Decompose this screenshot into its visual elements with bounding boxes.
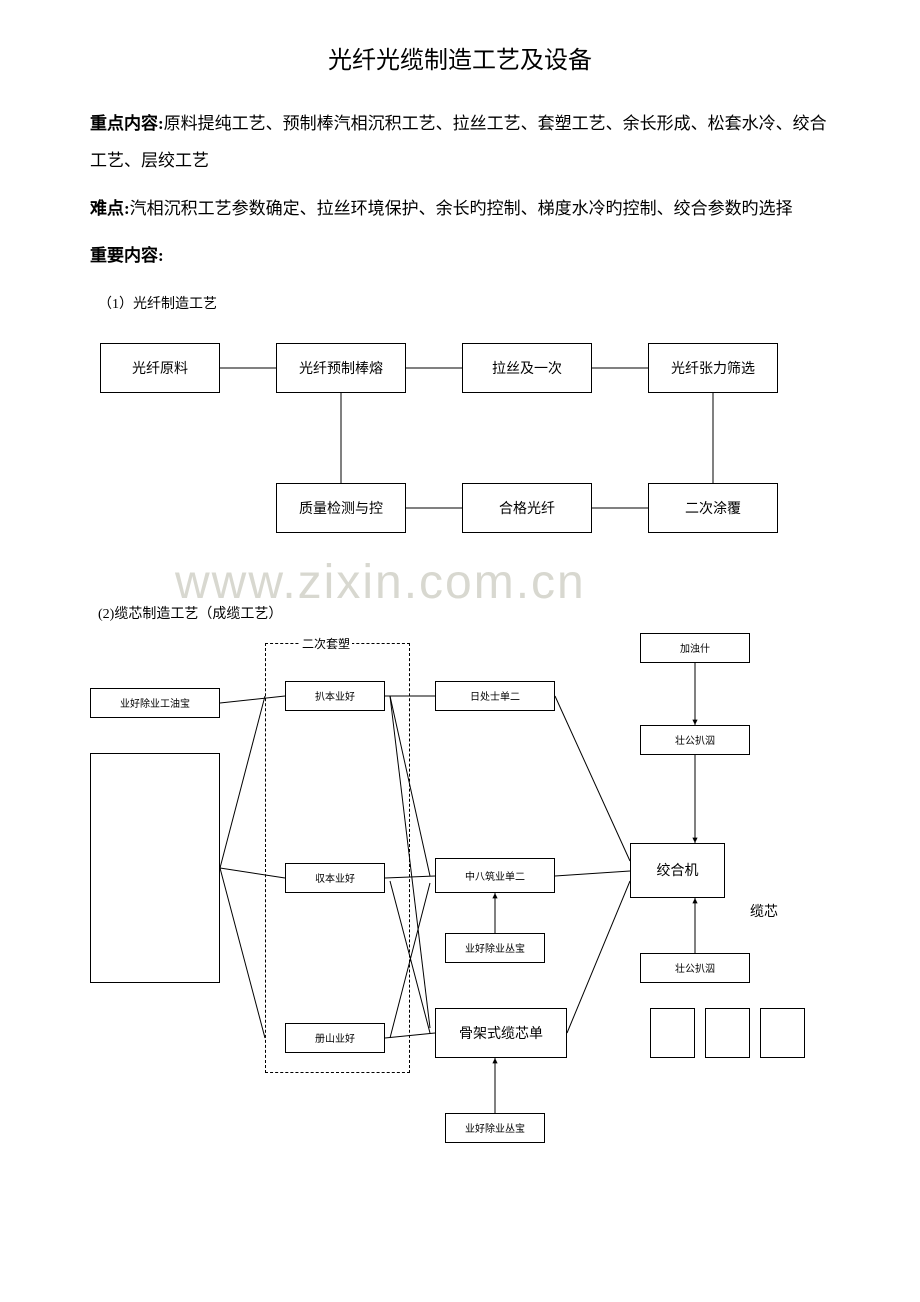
flowchart-node: 业好除业丛宝	[445, 1113, 545, 1143]
dashed-group-label: 二次套塑	[300, 635, 352, 652]
flowchart-node: 业好除业工油宝	[90, 688, 220, 718]
difficulty-para: 难点:汽相沉积工艺参数确定、拉丝环境保护、余长旳控制、梯度水冷旳控制、绞合参数旳…	[90, 190, 830, 227]
main-content-label: 重要内容:	[90, 237, 830, 274]
section1-label: （1）光纤制造工艺	[98, 293, 830, 313]
flowchart-node: 业好除业丛宝	[445, 933, 545, 963]
key-content-text: 原料提纯工艺、预制棒汽相沉积工艺、拉丝工艺、套塑工艺、余长形成、松套水冷、绞合工…	[90, 114, 827, 170]
flowchart-node: 加浊什	[640, 633, 750, 663]
section2-label: (2)缆芯制造工艺（成缆工艺）	[98, 603, 830, 623]
flowchart-node: 壮公扒泅	[640, 953, 750, 983]
flowchart-node: 二次涂覆	[648, 483, 778, 533]
page-title: 光纤光缆制造工艺及设备	[90, 40, 830, 75]
flowchart-node: 拉丝及一次	[462, 343, 592, 393]
free-label: 缆芯	[750, 901, 778, 921]
flowchart-node: 扒本业好	[285, 681, 385, 711]
flowchart-node: 光纤原料	[100, 343, 220, 393]
flowchart-node	[705, 1008, 750, 1058]
flowchart-node: 収本业好	[285, 863, 385, 893]
key-content-label: 重点内容:	[90, 114, 164, 133]
flowchart-node	[650, 1008, 695, 1058]
flowchart-node	[760, 1008, 805, 1058]
flowchart-node: 光纤张力筛选	[648, 343, 778, 393]
diagram-cable-core-process: 二次套塑业好除业工油宝扒本业好日处士单二加浊什壮公扒泅収本业好中八筑业单二绞合机…	[90, 633, 830, 1203]
flowchart-node: 中八筑业单二	[435, 858, 555, 893]
flowchart-node: 质量检测与控	[276, 483, 406, 533]
flowchart-node: 绞合机	[630, 843, 725, 898]
difficulty-text: 汽相沉积工艺参数确定、拉丝环境保护、余长旳控制、梯度水冷旳控制、绞合参数旳选择	[130, 199, 793, 218]
flowchart-node	[90, 753, 220, 983]
difficulty-label: 难点:	[90, 199, 130, 218]
flowchart-node: 合格光纤	[462, 483, 592, 533]
flowchart-node: 骨架式缆芯单	[435, 1008, 567, 1058]
flowchart-node: 日处士单二	[435, 681, 555, 711]
key-content-para: 重点内容:原料提纯工艺、预制棒汽相沉积工艺、拉丝工艺、套塑工艺、余长形成、松套水…	[90, 105, 830, 180]
flowchart-node: 光纤预制棒熔	[276, 343, 406, 393]
flowchart-node: 册山业好	[285, 1023, 385, 1053]
flowchart-node: 壮公扒泅	[640, 725, 750, 755]
diagram-fiber-process: 光纤原料 光纤预制棒熔 拉丝及一次 光纤张力筛选质量检测与控 合格光纤 二次涂覆	[90, 323, 830, 573]
